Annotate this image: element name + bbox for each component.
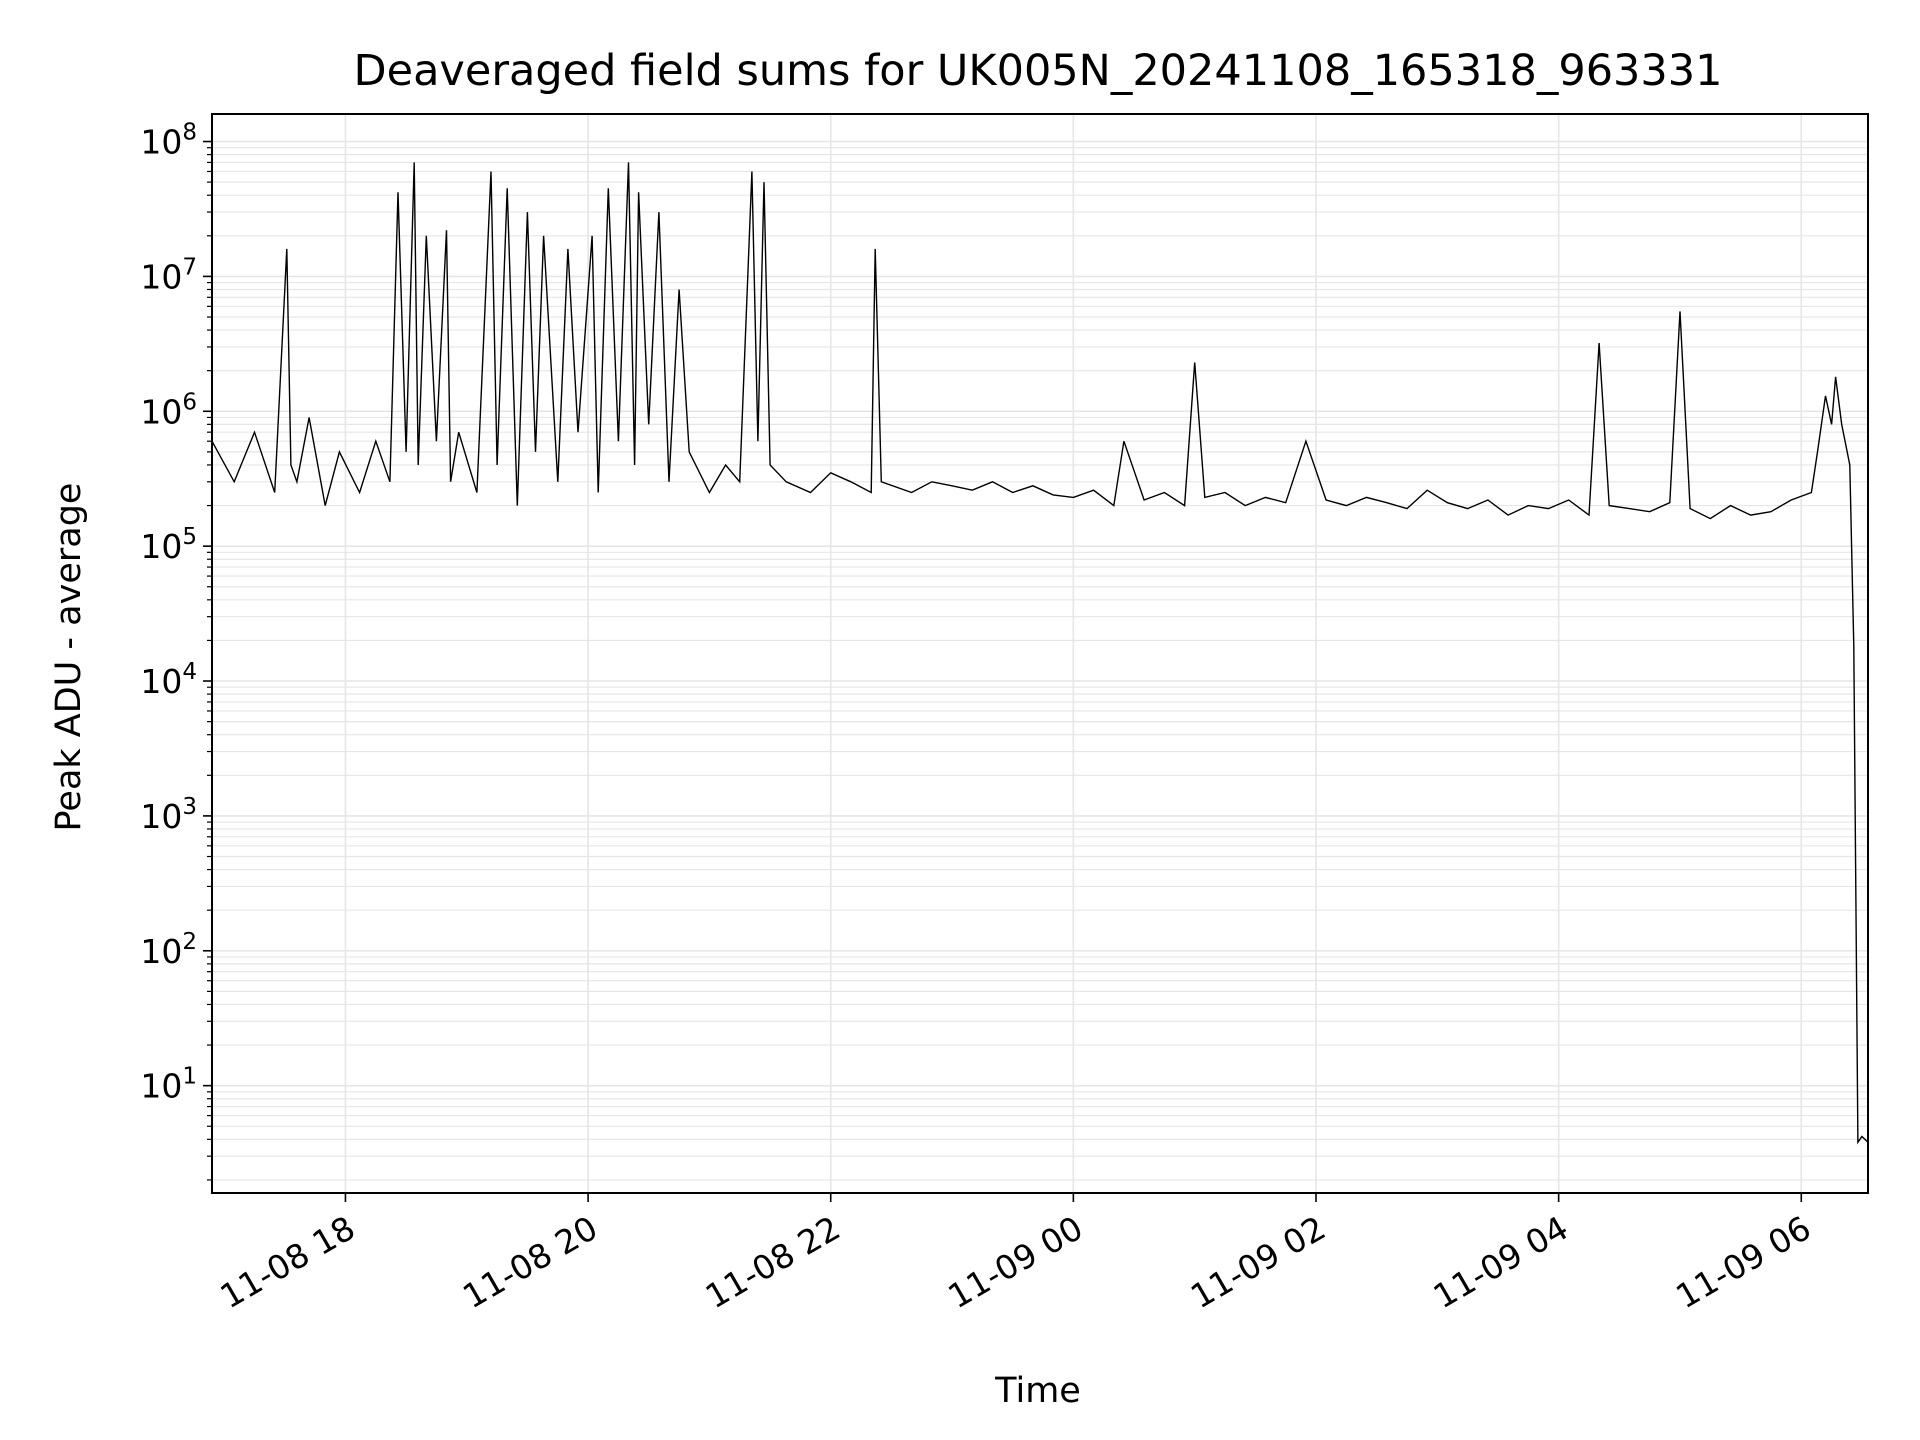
plot-frame xyxy=(211,113,1869,1194)
x-axis-label: Time xyxy=(994,1371,1081,1411)
y-tick-label: 106 xyxy=(140,389,197,431)
y-axis-label: Peak ADU - average xyxy=(49,483,89,832)
y-ticks: 101 102 103 104 105 106 107 108 xyxy=(140,120,212,1181)
y-tick-label: 108 xyxy=(140,120,197,162)
y-tick-label: 104 xyxy=(140,659,197,701)
y-tick-label: 105 xyxy=(140,524,197,566)
y-tick-label: 102 xyxy=(140,929,197,971)
y-tick-label: 107 xyxy=(140,254,197,296)
series-line-0 xyxy=(211,162,1869,1145)
grid-lines xyxy=(212,114,1868,1193)
series-layer xyxy=(211,162,1869,1145)
y-tick-label: 101 xyxy=(140,1064,197,1106)
chart-title: Deaveraged field sums for UK005N_2024110… xyxy=(354,46,1723,96)
y-tick-label: 103 xyxy=(140,794,197,836)
